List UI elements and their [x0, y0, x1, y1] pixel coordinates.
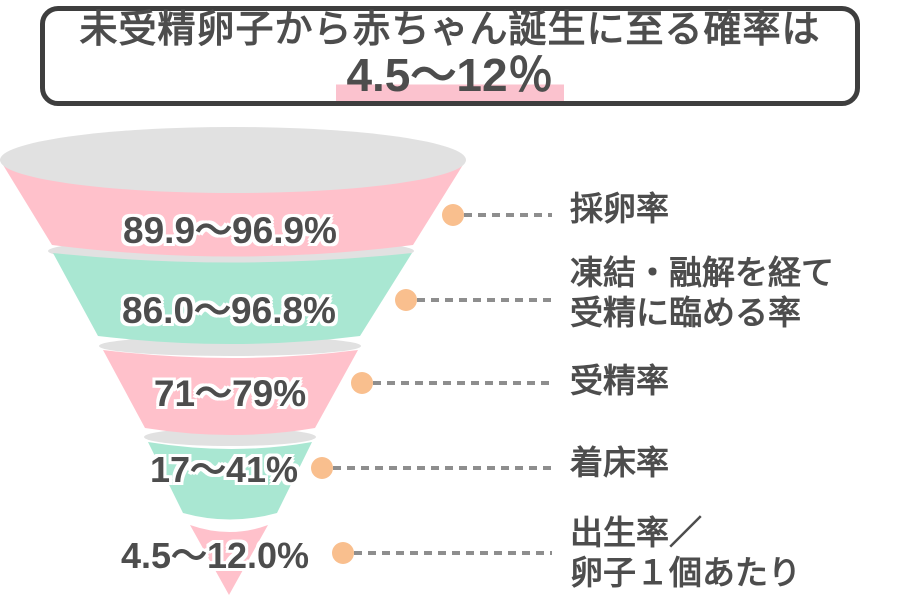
- funnel-stage-3-shape: [103, 350, 358, 435]
- stage-4-label: 着床率: [570, 443, 669, 483]
- stage-1-value: 89.9～96.9%: [123, 210, 337, 251]
- title-line1: 未受精卵子から赤ちゃん誕生に至る確率は: [79, 8, 821, 51]
- connector-dot-3: [351, 372, 373, 394]
- stage-2-label-line1: 凍結・融解を経て: [570, 254, 834, 291]
- stage-5-label-line1: 出生率／: [570, 514, 702, 551]
- connector-dot-4: [311, 457, 333, 479]
- connector-dot-5: [332, 542, 354, 564]
- title-box: 未受精卵子から赤ちゃん誕生に至る確率は 4.5～12％: [40, 6, 860, 106]
- stage-5-value: 4.5～12.0%: [120, 535, 310, 576]
- stage-2-label: 凍結・融解を経て 受精に臨める率: [570, 253, 834, 333]
- funnel-stage-2-shape: [53, 253, 412, 344]
- stage-5-label: 出生率／ 卵子１個あたり: [570, 513, 801, 593]
- stage-1-label: 採卵率: [570, 189, 669, 229]
- funnel-stage-4-shape: [148, 442, 312, 520]
- stage-3-label-line1: 受精率: [570, 362, 669, 399]
- stage-4-label-line1: 着床率: [570, 444, 669, 481]
- stage-1-label-line1: 採卵率: [570, 190, 669, 227]
- connector-dot-1: [442, 204, 464, 226]
- stage-3-value: 71～79%: [153, 373, 307, 414]
- funnel-top-opening: [0, 127, 466, 193]
- funnel-stage-5-shape: [190, 525, 268, 595]
- connector-dot-2: [395, 289, 417, 311]
- stage-4-value: 17～41%: [149, 449, 299, 490]
- stage-5-label-line2: 卵子１個あたり: [570, 554, 801, 591]
- stage-3-label: 受精率: [570, 361, 669, 401]
- title-highlight-value: 4.5～12％: [336, 52, 564, 102]
- stage-2-label-line2: 受精に臨める率: [570, 294, 801, 331]
- stage-2-value: 86.0～96.8%: [122, 290, 336, 331]
